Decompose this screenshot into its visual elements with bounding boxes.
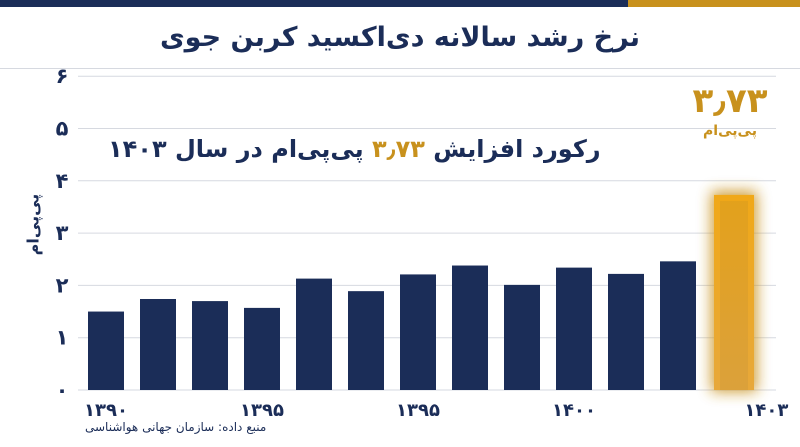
source-note: منبع داده: سازمان جهانی هواشناسی [85, 420, 267, 434]
headline-annotation: رکورد افزایش ۳٫۷۳ پی‌پی‌ام در سال ۱۴۰۳ [108, 135, 601, 163]
y-tick-label: ۱ [56, 326, 69, 350]
x-tick-label: ۱۳۹۰ [84, 400, 128, 421]
bar-highlight-inner [720, 200, 748, 390]
top-accent-bar-gold [628, 0, 800, 7]
bar [140, 298, 176, 390]
y-tick-label: ۰ [56, 378, 69, 402]
y-tick-label: ۳ [56, 221, 69, 245]
highlight-value-label: ۳٫۷۳ [693, 81, 768, 121]
bars [88, 190, 757, 392]
bar-highlight [714, 194, 754, 390]
bar [88, 311, 124, 390]
x-tick-label: ۱۴۰۰ [552, 400, 596, 421]
highlight-annotation: ۳٫۷۳ پی‌پی‌ام [693, 81, 768, 139]
bar [556, 267, 592, 390]
x-axis-ticks: ۱۳۹۰ ۱۳۹۵ ۱۳۹۵ ۱۴۰۰ ۱۴۰۳ [84, 400, 788, 421]
bar [400, 274, 436, 390]
highlight-unit-label: پی‌پی‌ام [703, 123, 757, 139]
x-tick-label: ۱۴۰۳ [744, 400, 788, 421]
headline-text-end: پی‌پی‌ام در سال ۱۴۰۳ [108, 135, 372, 163]
y-axis-ticks: ۰ ۱ ۲ ۳ ۴ ۵ ۶ [56, 64, 69, 402]
chart-title: نرخ رشد سالانه دی‌اکسید کربن جوی [159, 22, 641, 53]
y-tick-label: ۲ [56, 273, 69, 297]
title-divider [0, 68, 800, 69]
x-tick-label: ۱۳۹۵ [396, 400, 440, 421]
top-accent-bar-navy [0, 0, 628, 7]
bar [348, 291, 384, 390]
bar [660, 261, 696, 390]
bar [608, 273, 644, 390]
y-axis-label: پی‌پی‌ام [23, 193, 43, 256]
x-tick-label: ۱۳۹۵ [240, 400, 284, 421]
y-tick-label: ۵ [56, 117, 69, 141]
bar [452, 265, 488, 390]
bar [296, 278, 332, 390]
bar [244, 307, 280, 390]
y-tick-label: ۴ [56, 169, 69, 193]
headline-text-start: رکورد افزایش [424, 135, 601, 163]
bar [504, 284, 540, 390]
y-tick-label: ۶ [56, 64, 69, 88]
headline-highlight-value: ۳٫۷۳ [372, 135, 425, 163]
bar [192, 301, 228, 390]
